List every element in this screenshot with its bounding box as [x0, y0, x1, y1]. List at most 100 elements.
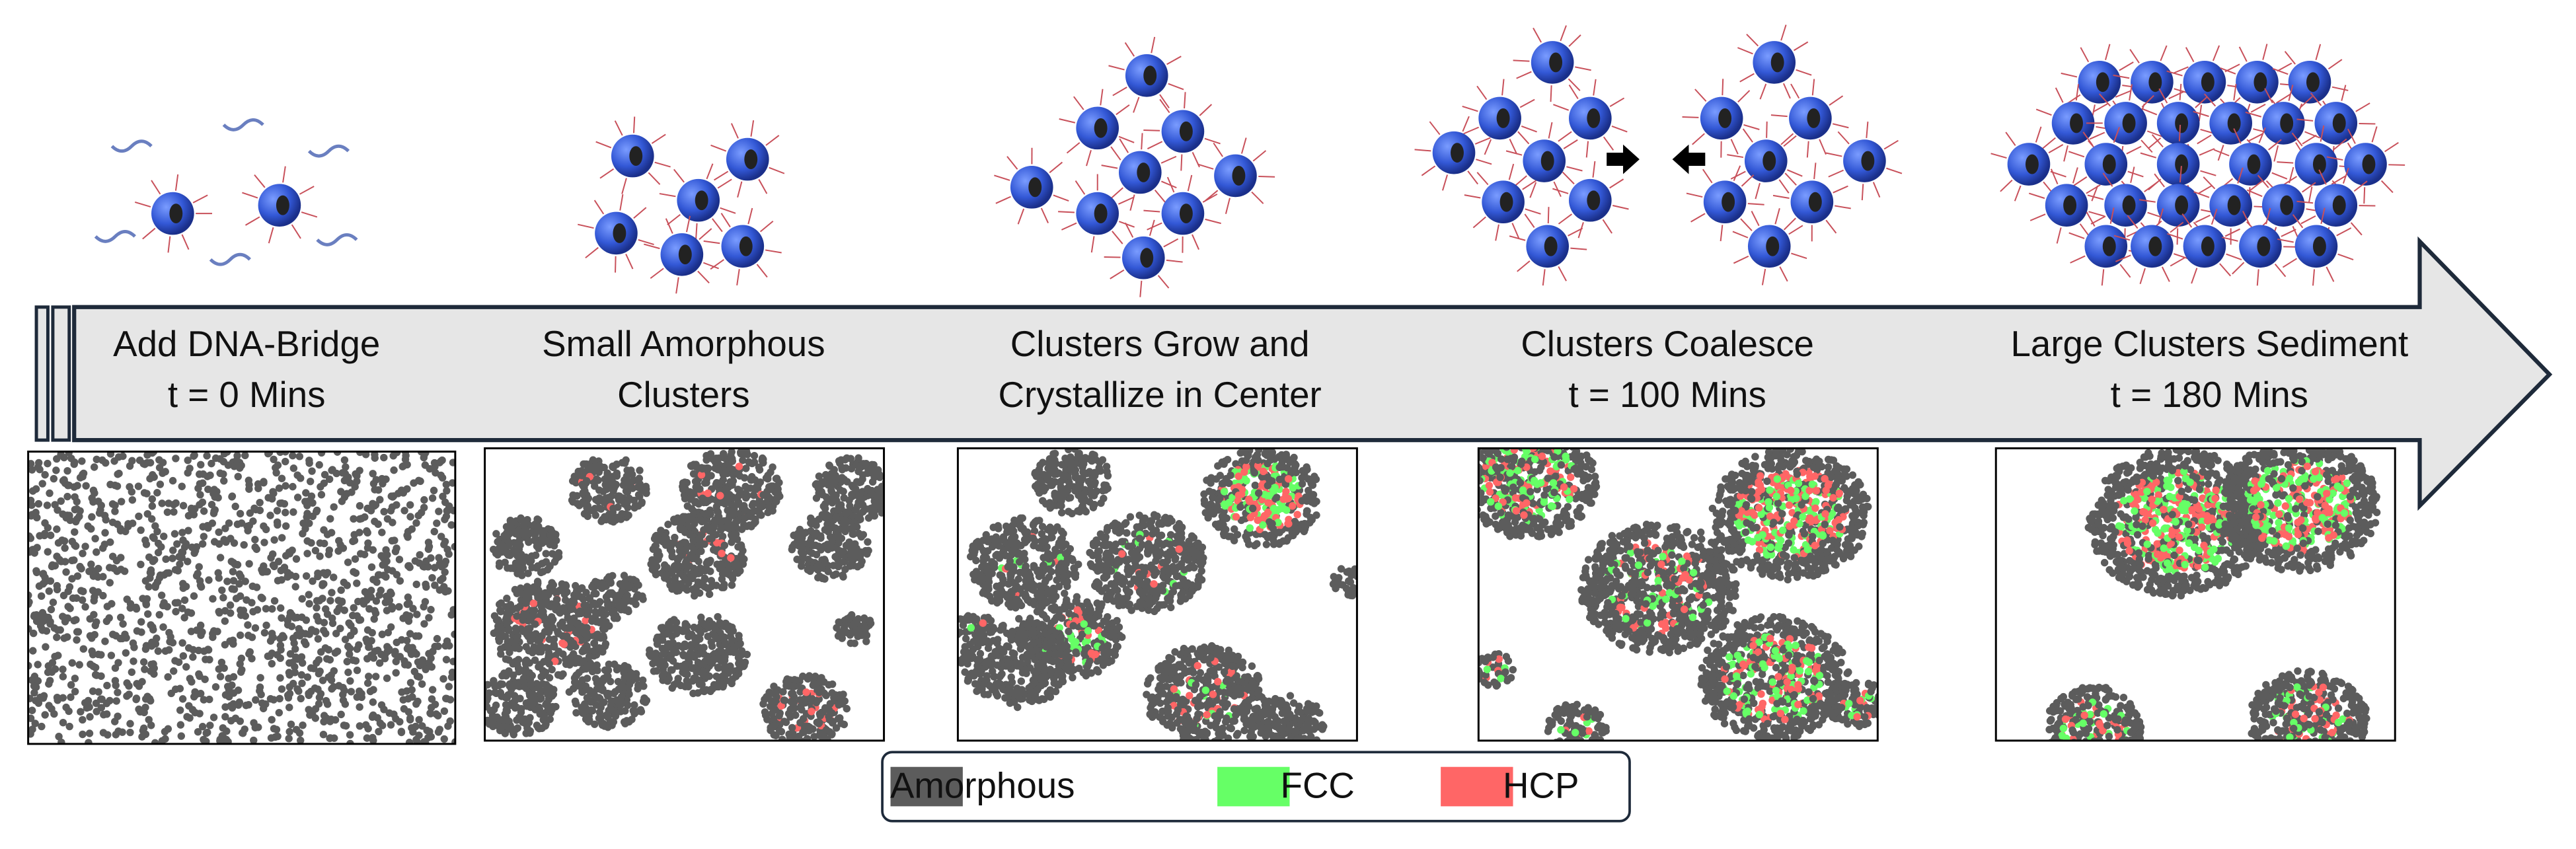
ligand — [1414, 149, 1431, 152]
particle-core — [2247, 154, 2261, 174]
bead — [828, 689, 836, 697]
bead — [209, 595, 217, 603]
bead — [484, 689, 489, 697]
bead — [63, 492, 71, 501]
bead — [498, 672, 506, 680]
bead — [513, 661, 521, 669]
bead — [353, 579, 361, 587]
stage-label: Crystallize in Center — [999, 374, 1322, 415]
bead — [64, 587, 72, 595]
bead — [533, 577, 542, 585]
ligand — [142, 227, 156, 240]
bead — [788, 690, 796, 698]
bead — [802, 688, 810, 696]
ligand — [1746, 34, 1759, 47]
bead — [578, 658, 586, 666]
bead — [749, 499, 757, 507]
stage-label: Clusters Coalesce — [1521, 323, 1814, 364]
particle-core — [1549, 52, 1563, 73]
ligand — [1066, 142, 1080, 154]
particle-core — [1722, 192, 1735, 212]
bead — [28, 714, 35, 722]
bead — [161, 468, 169, 476]
bead — [854, 615, 862, 623]
bead — [280, 499, 289, 508]
ligand — [2014, 185, 2022, 202]
ligand — [2302, 182, 2316, 193]
stage-label: Large Clusters Sediment — [2011, 323, 2409, 364]
stage-label: t = 100 Mins — [1568, 374, 1766, 415]
bead — [59, 665, 67, 673]
bead — [254, 723, 262, 731]
bead — [759, 455, 767, 463]
bead — [1098, 456, 1107, 464]
bead — [178, 554, 186, 562]
bead — [260, 562, 268, 570]
bead — [702, 498, 710, 507]
dna-strand — [110, 139, 153, 153]
ligand — [2144, 181, 2158, 192]
ligand — [2000, 179, 2013, 192]
bead — [566, 617, 574, 625]
bead — [571, 697, 580, 706]
ligand — [2140, 152, 2157, 159]
bead — [1061, 454, 1069, 462]
bead — [387, 588, 395, 597]
bead — [387, 623, 395, 631]
bead — [284, 691, 292, 700]
bead — [87, 660, 95, 669]
bead — [591, 496, 600, 503]
dna-strand — [307, 144, 350, 158]
bead — [278, 474, 286, 482]
particle-core — [2096, 72, 2109, 92]
bead — [712, 480, 720, 489]
bead — [184, 644, 193, 652]
bead — [884, 494, 891, 501]
bead — [835, 457, 843, 465]
ligand — [1517, 260, 1531, 272]
ligand — [2371, 126, 2378, 143]
bead — [353, 477, 361, 486]
bead — [546, 587, 554, 595]
bead — [172, 455, 180, 462]
ligand — [1166, 55, 1182, 65]
panel — [958, 448, 1357, 741]
bead — [235, 698, 244, 706]
ligand — [1501, 79, 1505, 96]
bead — [491, 688, 499, 696]
bead — [546, 540, 554, 548]
bead — [321, 470, 329, 479]
ligand — [2331, 175, 2347, 185]
bead — [1055, 478, 1064, 486]
bead — [54, 538, 63, 547]
bead — [887, 497, 894, 504]
bead — [701, 540, 708, 548]
bead — [838, 629, 846, 637]
bead — [510, 538, 518, 547]
particle-core — [2148, 236, 2162, 256]
bead — [435, 554, 443, 562]
ligand — [2355, 102, 2370, 112]
bead — [316, 552, 324, 560]
bead — [601, 513, 609, 521]
bead — [320, 618, 328, 627]
bead — [516, 602, 524, 610]
bead — [835, 560, 843, 568]
bead — [560, 640, 568, 648]
ligand — [1774, 207, 1780, 225]
bead — [134, 482, 143, 490]
bead — [571, 678, 579, 686]
bead — [829, 472, 838, 480]
bead — [683, 502, 692, 510]
ligand — [2211, 208, 2218, 225]
bead — [440, 540, 448, 548]
bead — [534, 723, 543, 732]
ligand — [1740, 218, 1753, 231]
bead — [1068, 509, 1076, 518]
ligand — [1154, 190, 1166, 203]
bead — [721, 662, 729, 670]
bead — [356, 687, 363, 695]
bead — [289, 482, 297, 491]
bead — [1039, 459, 1047, 466]
bead — [533, 680, 541, 688]
